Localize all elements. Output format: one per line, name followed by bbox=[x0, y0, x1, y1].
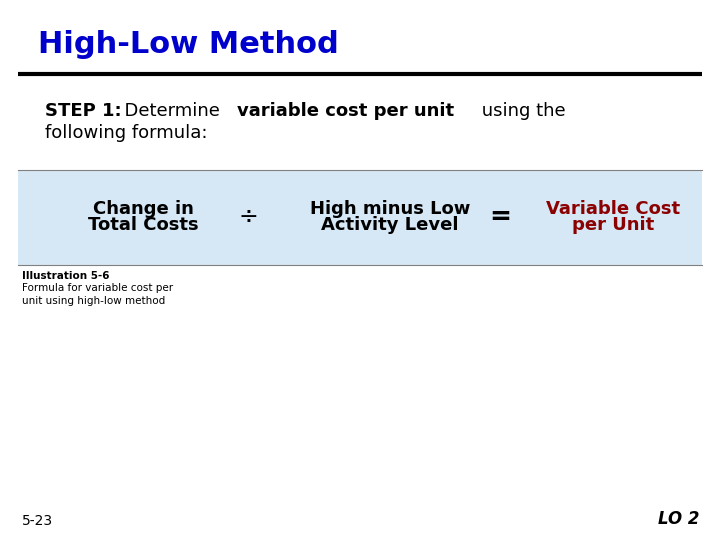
Bar bbox=[18, 170, 702, 265]
Text: Formula for variable cost per
unit using high-low method: Formula for variable cost per unit using… bbox=[22, 283, 173, 306]
Text: ÷: ÷ bbox=[238, 206, 258, 230]
Text: High-Low Method: High-Low Method bbox=[38, 30, 338, 59]
Text: Variable Cost: Variable Cost bbox=[546, 200, 680, 219]
Text: Illustration 5-6: Illustration 5-6 bbox=[22, 271, 109, 281]
Text: =: = bbox=[489, 205, 511, 231]
Text: Change in: Change in bbox=[93, 200, 194, 219]
Text: Total Costs: Total Costs bbox=[88, 217, 198, 234]
Text: LO 2: LO 2 bbox=[659, 510, 700, 528]
Text: High minus Low: High minus Low bbox=[310, 200, 470, 219]
Text: Determine: Determine bbox=[113, 102, 225, 120]
Text: STEP 1:: STEP 1: bbox=[45, 102, 122, 120]
Text: variable cost per unit: variable cost per unit bbox=[237, 102, 454, 120]
Text: using the: using the bbox=[476, 102, 566, 120]
Text: per Unit: per Unit bbox=[572, 217, 654, 234]
Text: following formula:: following formula: bbox=[45, 124, 207, 142]
Text: Activity Level: Activity Level bbox=[321, 217, 459, 234]
Text: 5-23: 5-23 bbox=[22, 514, 53, 528]
